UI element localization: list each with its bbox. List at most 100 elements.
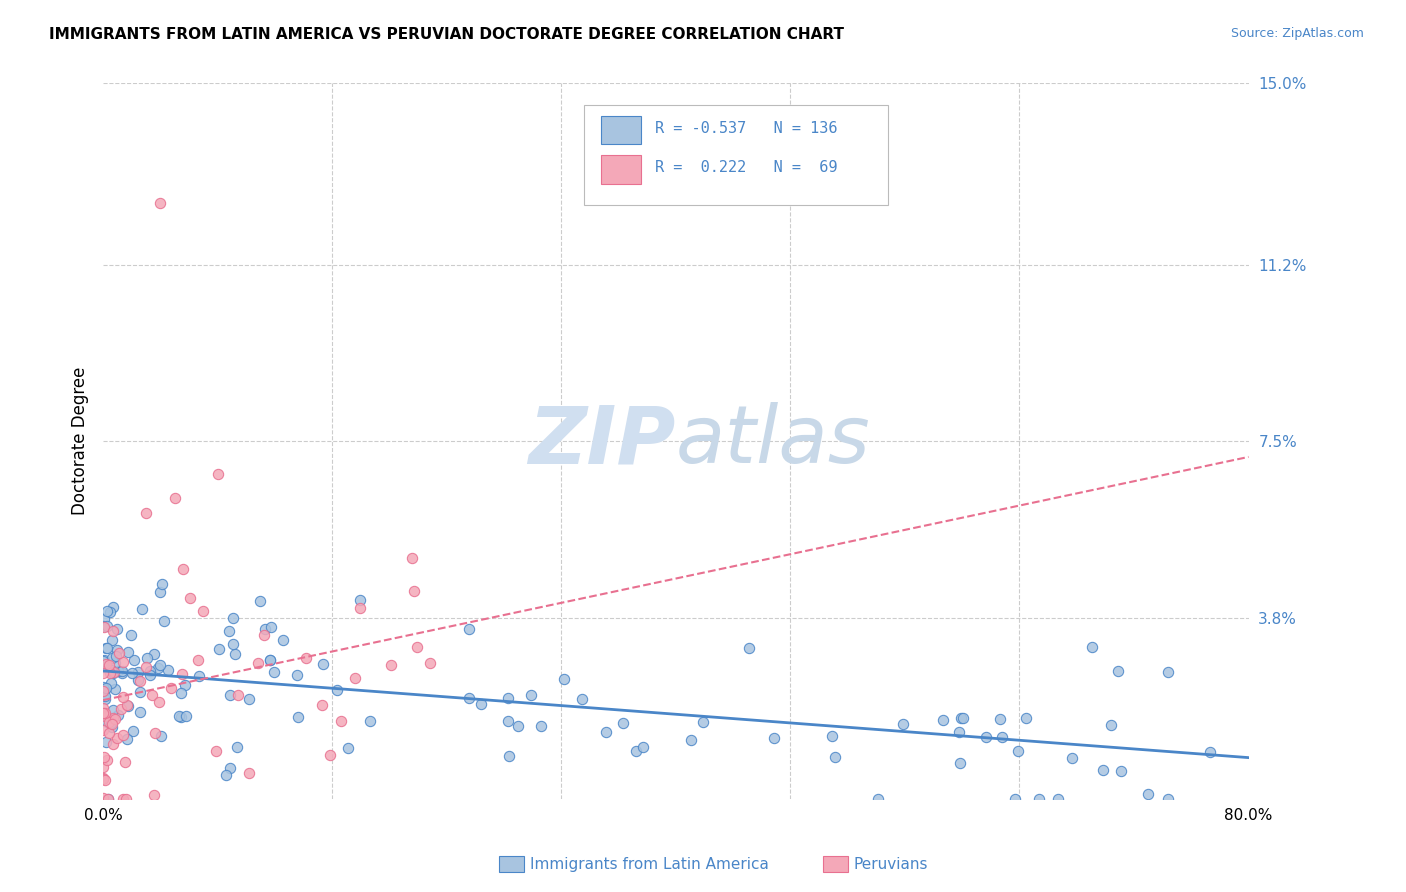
Text: IMMIGRANTS FROM LATIN AMERICA VS PERUVIAN DOCTORATE DEGREE CORRELATION CHART: IMMIGRANTS FROM LATIN AMERICA VS PERUVIA… [49,27,844,42]
Point [100,676,122,690]
Point [1136,787,1159,801]
Point [1109,764,1132,778]
Point [222,611,245,625]
Point [1081,640,1104,655]
Point [128,705,150,719]
Point [401,551,423,566]
Point [1007,744,1029,758]
Point [170,710,193,724]
Point [1004,791,1026,805]
Point [136,651,159,665]
Point [105,731,128,745]
Point [96,604,118,618]
Point [96,735,118,749]
Point [93,620,115,634]
Point [1157,665,1180,680]
Text: Source: ZipAtlas.com: Source: ZipAtlas.com [1230,27,1364,40]
Point [94,657,117,672]
Point [138,667,160,681]
Point [101,711,124,725]
Point [98,726,121,740]
Point [891,717,914,731]
Point [129,673,152,688]
Point [188,669,211,683]
Text: Peruvians: Peruvians [853,857,928,871]
Point [94,689,117,703]
Point [1046,791,1069,805]
Text: atlas: atlas [676,402,870,480]
Point [263,665,285,679]
Point [91,619,114,633]
Point [96,618,118,632]
Point [115,732,138,747]
Point [127,673,149,687]
Point [498,690,520,705]
Point [103,665,125,679]
Point [153,614,176,628]
Point [402,584,425,599]
Point [104,648,127,663]
Point [187,652,209,666]
Point [96,753,118,767]
Point [763,731,786,745]
Point [93,692,115,706]
Point [419,657,441,671]
Point [107,708,129,723]
Point [115,698,138,712]
Point [1028,791,1050,805]
Point [159,681,181,695]
Point [101,703,124,717]
Point [520,688,543,702]
Point [249,593,271,607]
Point [103,666,125,681]
Point [253,628,276,642]
Point [93,750,115,764]
Point [111,666,134,681]
Point [150,576,173,591]
Point [191,604,214,618]
Point [225,739,247,754]
Point [246,656,269,670]
Point [91,772,114,787]
Point [91,723,114,737]
Point [91,680,114,694]
Point [319,747,342,762]
Point [107,665,129,679]
Point [97,791,120,805]
Point [219,689,242,703]
Point [360,714,382,729]
Point [91,760,114,774]
Point [179,591,201,605]
Point [120,628,142,642]
Point [170,667,193,681]
Point [1091,763,1114,777]
Point [208,642,231,657]
Point [100,633,122,648]
Point [157,663,180,677]
Point [97,791,120,805]
Point [238,692,260,706]
Point [135,506,157,520]
Point [93,652,115,666]
Point [101,600,124,615]
Point [824,749,846,764]
Point [508,719,530,733]
Point [337,741,360,756]
Text: R = -0.537   N = 136: R = -0.537 N = 136 [655,121,838,136]
Point [738,640,761,655]
Point [146,661,169,675]
Point [932,713,955,727]
Point [553,672,575,686]
Point [294,651,316,665]
Point [135,660,157,674]
Point [530,719,553,733]
Point [259,653,281,667]
Point [107,646,129,660]
Point [624,744,647,758]
Point [101,720,124,734]
Point [1199,745,1222,759]
Point [122,653,145,667]
Point [96,641,118,656]
Point [104,712,127,726]
Point [1107,665,1129,679]
